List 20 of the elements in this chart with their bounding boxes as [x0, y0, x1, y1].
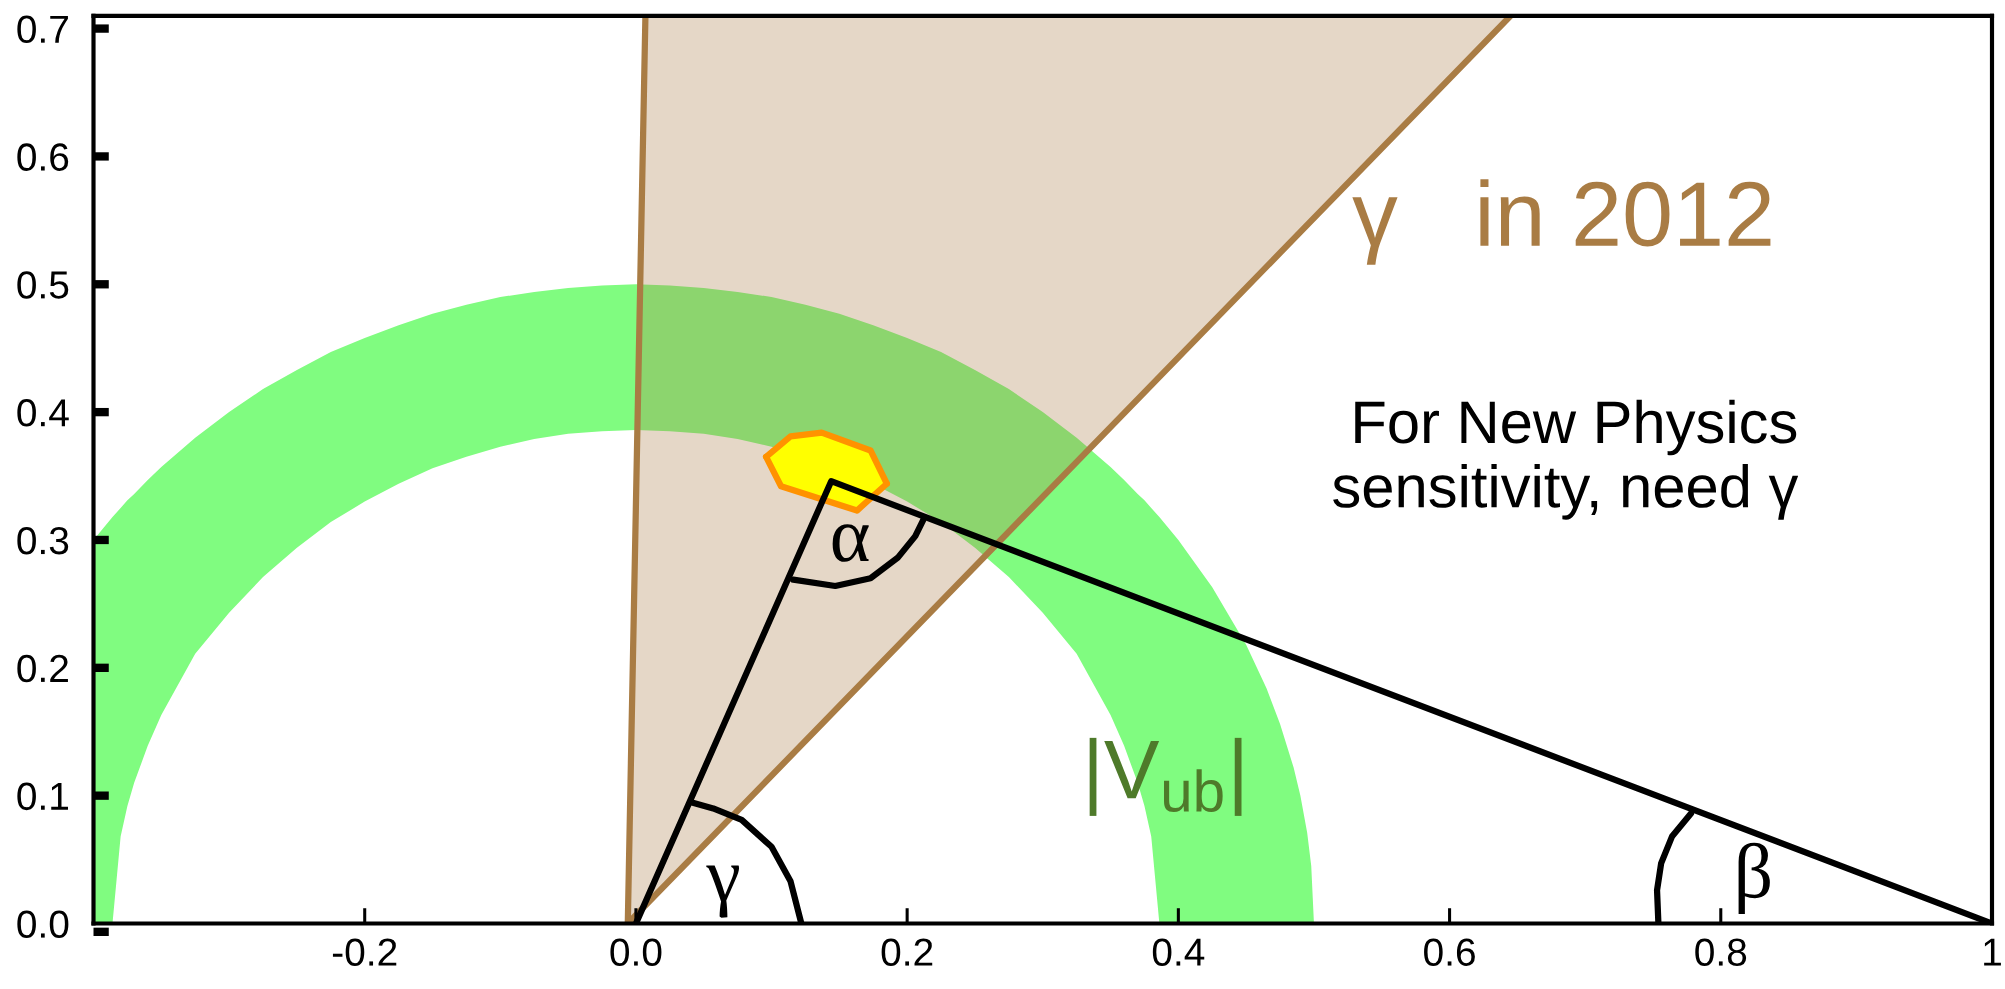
- x-tick-label: 0.0: [610, 938, 662, 966]
- x-tick-label: -0.2: [332, 938, 397, 966]
- y-tick-label: 0.5: [17, 271, 69, 299]
- x-tick-label: 1: [1984, 938, 2001, 966]
- x-tick-label: 0.8: [1695, 938, 1747, 966]
- y-tick-label: 0.7: [17, 15, 68, 44]
- annotation: α: [832, 524, 869, 562]
- x-tick-label: 0.4: [1152, 938, 1205, 966]
- y-tick-label: 0.6: [17, 143, 69, 171]
- annotation: γ in 2012: [1352, 179, 1771, 265]
- annotation: β: [1738, 842, 1770, 914]
- y-tick-label: 0.1: [17, 782, 68, 811]
- x-tick-label: 0.6: [1424, 938, 1475, 966]
- y-tick-label: 0.2: [17, 654, 68, 683]
- y-tick-label: 0.4: [17, 399, 69, 427]
- x-tick-label: 0.2: [881, 938, 933, 966]
- y-tick-label: 0.3: [17, 526, 69, 555]
- y-tick-label: 0.0: [17, 910, 69, 938]
- annotation: For New Physics sensitivity, need γ: [1333, 399, 1799, 520]
- annotation: γ: [706, 865, 740, 918]
